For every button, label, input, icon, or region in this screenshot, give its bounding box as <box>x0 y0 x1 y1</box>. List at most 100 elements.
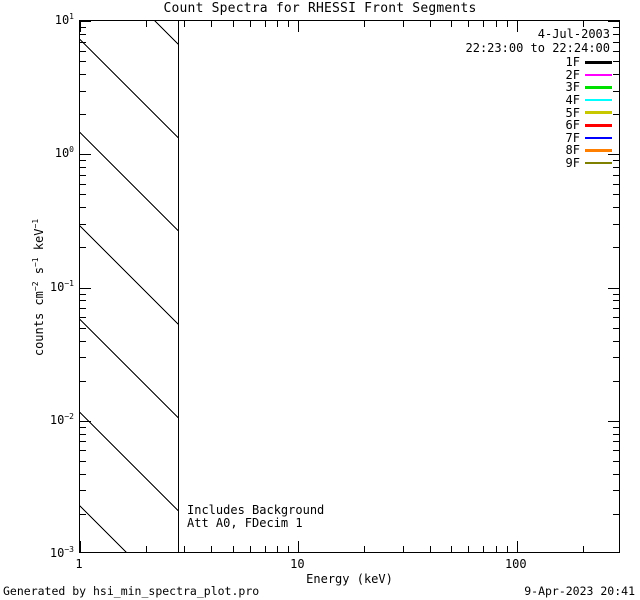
x-minor-tick <box>495 546 497 552</box>
y-minor-tick <box>80 194 86 196</box>
legend-entry-6f: 6F <box>430 119 612 132</box>
y-minor-tick <box>80 167 86 169</box>
footer-generator-text: Generated by hsi_min_spectra_plot.pro <box>3 584 260 598</box>
x-minor-tick <box>249 546 251 552</box>
x-major-tick-top <box>80 21 81 32</box>
y-minor-tick <box>80 223 86 225</box>
x-tick-label: 1 <box>75 557 83 571</box>
y-minor-tick <box>80 300 86 302</box>
x-minor-tick <box>277 546 279 552</box>
legend-entry-swatch <box>585 73 612 77</box>
y-minor-tick <box>80 27 86 29</box>
x-minor-tick-top <box>145 21 147 27</box>
x-minor-tick <box>468 546 470 552</box>
legend-entry-swatch <box>585 149 612 152</box>
legend-entry-label: 3F <box>565 80 580 95</box>
x-minor-tick <box>288 546 290 552</box>
y-minor-tick <box>80 308 86 310</box>
legend-entry-swatch <box>585 123 612 127</box>
y-major-tick-right <box>608 420 619 422</box>
y-minor-tick <box>80 61 86 63</box>
y-minor-tick <box>80 90 86 92</box>
x-minor-tick <box>402 546 404 552</box>
y-minor-tick <box>80 114 86 116</box>
x-major-tick <box>298 541 300 552</box>
y-minor-tick-right <box>613 247 619 249</box>
legend-entry-label: 6F <box>565 118 580 133</box>
footer-timestamp: 9-Apr-2023 20:41 <box>524 584 635 598</box>
y-minor-tick-right <box>613 41 619 43</box>
y-minor-tick-right <box>613 317 619 319</box>
y-minor-tick <box>80 426 86 428</box>
x-minor-tick <box>145 546 147 552</box>
legend-entry-9f: 9F <box>430 157 612 170</box>
y-minor-tick <box>80 380 86 382</box>
y-minor-tick-right <box>613 27 619 29</box>
y-minor-tick-right <box>613 460 619 462</box>
y-minor-tick <box>80 473 86 475</box>
x-minor-tick-top <box>495 21 497 27</box>
x-minor-tick <box>582 546 584 552</box>
x-minor-tick <box>264 546 266 552</box>
y-minor-tick-right <box>613 327 619 329</box>
x-major-tick <box>516 541 518 552</box>
x-minor-tick <box>506 546 508 552</box>
x-minor-tick-top <box>277 21 279 27</box>
y-major-tick <box>80 287 91 289</box>
y-minor-tick-right <box>613 194 619 196</box>
plot-area: Includes Background Att A0, FDecim 1 <box>79 20 620 553</box>
y-minor-tick-right <box>613 183 619 185</box>
y-minor-tick-right <box>613 513 619 515</box>
y-major-tick-right <box>608 154 619 156</box>
x-minor-tick-top <box>468 21 470 27</box>
y-minor-tick-right <box>613 293 619 295</box>
y-minor-tick <box>80 33 86 35</box>
legend: 4-Jul-2003 22:23:00 to 22:24:00 1F 2F 3F 4F… <box>430 28 612 169</box>
x-minor-tick <box>232 546 234 552</box>
y-minor-tick-right <box>613 441 619 443</box>
x-axis-title: Energy (keV) <box>306 572 393 586</box>
y-minor-tick-right <box>613 308 619 310</box>
y-minor-tick <box>80 490 86 492</box>
plot-annotations: Includes Background Att A0, FDecim 1 <box>187 504 324 530</box>
y-minor-tick <box>80 160 86 162</box>
y-minor-tick-right <box>613 160 619 162</box>
y-tick-label: 101 <box>54 12 74 27</box>
hatched-region-edge <box>178 21 180 552</box>
y-minor-tick <box>80 50 86 52</box>
legend-entry-4f: 4F <box>430 94 612 107</box>
x-minor-tick-top <box>232 21 234 27</box>
y-axis-title: counts cm−2 s−1 keV−1 <box>31 218 46 357</box>
y-minor-tick-right <box>613 74 619 76</box>
y-minor-tick-right <box>613 223 619 225</box>
x-major-tick-top <box>298 21 300 32</box>
legend-entry-label: 1F <box>565 55 580 70</box>
legend-date: 4-Jul-2003 <box>537 27 610 41</box>
x-minor-tick <box>482 546 484 552</box>
y-major-tick-right <box>608 21 619 22</box>
legend-entry-2f: 2F <box>430 69 612 82</box>
y-minor-tick <box>80 460 86 462</box>
y-minor-tick-right <box>613 490 619 492</box>
y-tick-label: 10−3 <box>49 545 74 560</box>
annotation-includes-background: Includes Background <box>187 503 325 517</box>
legend-entry-label: 4F <box>565 93 580 108</box>
hatched-no-data-region <box>80 21 179 552</box>
y-minor-tick-right <box>613 450 619 452</box>
y-minor-tick <box>80 207 86 209</box>
y-minor-tick-right <box>613 207 619 209</box>
x-minor-tick-top <box>364 21 366 27</box>
y-minor-tick <box>80 357 86 359</box>
y-minor-tick-right <box>613 357 619 359</box>
legend-entry-8f: 8F <box>430 144 612 157</box>
x-major-tick-top <box>516 21 518 32</box>
legend-entry-swatch <box>585 86 612 89</box>
x-minor-tick-top <box>429 21 431 27</box>
y-minor-tick <box>80 441 86 443</box>
legend-entry-3f: 3F <box>430 81 612 94</box>
y-minor-tick-right <box>613 167 619 169</box>
x-minor-tick <box>429 546 431 552</box>
legend-entry-1f: 1F <box>430 56 612 69</box>
y-minor-tick-right <box>613 433 619 435</box>
y-minor-tick-right <box>613 300 619 302</box>
